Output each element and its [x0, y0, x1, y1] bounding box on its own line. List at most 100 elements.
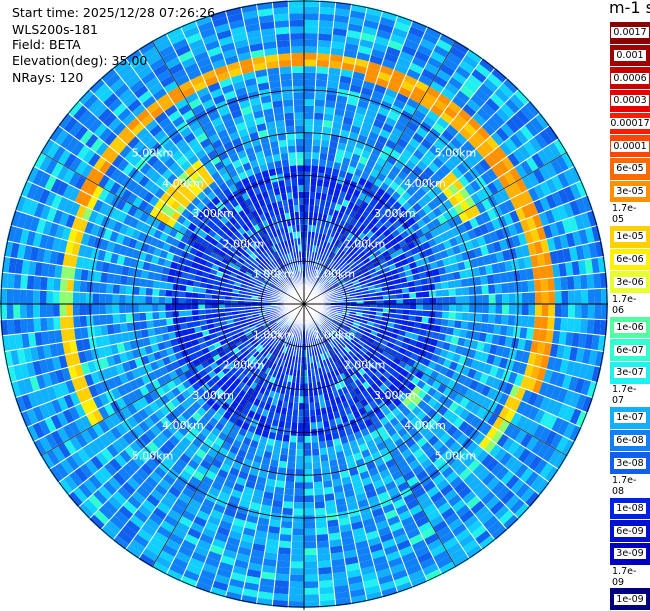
range-gate	[311, 442, 319, 449]
range-gate	[317, 53, 331, 61]
range-gate	[165, 311, 172, 319]
range-gate	[587, 274, 595, 290]
range-gate	[140, 321, 148, 330]
range-gate	[94, 271, 102, 283]
range-gate	[304, 165, 311, 172]
range-gate	[456, 296, 463, 304]
range-gate	[290, 435, 298, 442]
range-gate	[315, 93, 326, 101]
range-gate	[541, 278, 549, 291]
range-gate	[53, 317, 61, 331]
range-gate	[13, 289, 20, 304]
range-gate	[449, 288, 456, 296]
range-gate	[313, 119, 323, 126]
range-gate	[297, 423, 304, 430]
range-gate	[435, 311, 442, 319]
range-gate	[283, 495, 294, 502]
range-gate	[541, 317, 549, 330]
range-gate	[60, 304, 67, 317]
range-gate	[317, 60, 330, 68]
range-gate	[304, 86, 315, 93]
range-gate	[423, 304, 430, 311]
range-gate	[314, 501, 325, 508]
range-gate	[442, 289, 449, 297]
range-gate	[574, 318, 582, 333]
range-gate	[278, 547, 292, 555]
range-gate	[73, 292, 80, 304]
range-gate	[285, 475, 295, 482]
range-gate	[53, 291, 60, 304]
range-gate	[40, 276, 48, 290]
range-gate	[20, 274, 28, 289]
range-gate	[289, 442, 297, 449]
range-gate	[304, 139, 313, 146]
range-gate	[304, 46, 318, 53]
range-gate	[555, 291, 562, 305]
range-gate	[304, 33, 318, 40]
range-gate	[99, 293, 106, 304]
range-gate	[313, 475, 323, 482]
range-gate	[165, 297, 172, 304]
range-gate	[146, 287, 153, 296]
range-gate	[53, 304, 60, 317]
range-gate	[318, 567, 333, 575]
range-gate	[274, 587, 290, 595]
range-gate	[312, 449, 320, 456]
range-gate	[27, 275, 35, 290]
range-gate	[321, 140, 330, 148]
range-gate	[314, 488, 324, 495]
range-gate	[113, 284, 120, 294]
range-gate	[312, 462, 321, 469]
range-gate	[502, 293, 509, 304]
range-gate	[455, 287, 462, 296]
range-gate	[291, 555, 305, 562]
range-gate	[282, 508, 293, 516]
range-gate	[79, 304, 86, 316]
range-gate	[73, 280, 81, 292]
range-gate	[304, 192, 310, 199]
range-gate	[501, 314, 508, 325]
range-gate	[93, 315, 101, 326]
range-gate	[280, 528, 292, 536]
range-gate	[273, 593, 289, 601]
range-gate	[548, 304, 555, 317]
range-gate	[66, 304, 73, 317]
range-gate	[304, 126, 313, 133]
range-gate	[560, 318, 568, 332]
range-gate	[567, 318, 575, 333]
range-gate	[53, 278, 61, 292]
range-gate	[304, 561, 318, 568]
range-gate	[304, 112, 314, 119]
range-gate	[319, 14, 335, 22]
range-gate	[568, 290, 575, 304]
range-gate	[581, 304, 588, 319]
range-gate	[410, 298, 417, 304]
range-gate	[279, 534, 292, 542]
range-gate	[548, 291, 555, 304]
range-gate	[522, 304, 529, 316]
range-gate	[304, 588, 319, 595]
range-gate	[316, 528, 328, 536]
range-gate	[287, 462, 296, 469]
range-gate	[575, 304, 582, 319]
range-gate	[296, 449, 304, 456]
range-gate	[127, 276, 135, 286]
range-gate	[588, 289, 595, 304]
range-gate	[120, 275, 128, 285]
range-gate	[27, 318, 35, 333]
range-gate	[535, 304, 542, 317]
range-gate	[476, 304, 483, 313]
range-gate	[317, 541, 330, 549]
range-gate	[159, 311, 166, 319]
range-gate	[290, 561, 304, 568]
range-gate	[476, 295, 483, 304]
range-gate	[178, 304, 185, 311]
range-gate	[528, 304, 535, 316]
range-gate	[312, 146, 321, 153]
range-gate	[274, 487, 285, 495]
range-gate	[107, 324, 115, 335]
range-gate	[493, 273, 501, 284]
range-gate	[145, 304, 152, 312]
range-gate	[449, 296, 456, 304]
range-gate	[521, 281, 529, 293]
